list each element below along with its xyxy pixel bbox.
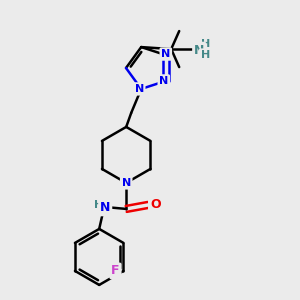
Text: O: O bbox=[150, 198, 160, 212]
Text: H: H bbox=[201, 39, 210, 49]
Text: H: H bbox=[201, 50, 210, 60]
Text: N: N bbox=[135, 84, 144, 94]
Text: N: N bbox=[100, 201, 110, 214]
Text: N: N bbox=[122, 178, 131, 188]
Text: H: H bbox=[94, 200, 103, 210]
Text: N: N bbox=[159, 76, 168, 86]
Text: N: N bbox=[194, 44, 204, 57]
Text: F: F bbox=[111, 264, 120, 278]
Text: N: N bbox=[161, 49, 170, 59]
